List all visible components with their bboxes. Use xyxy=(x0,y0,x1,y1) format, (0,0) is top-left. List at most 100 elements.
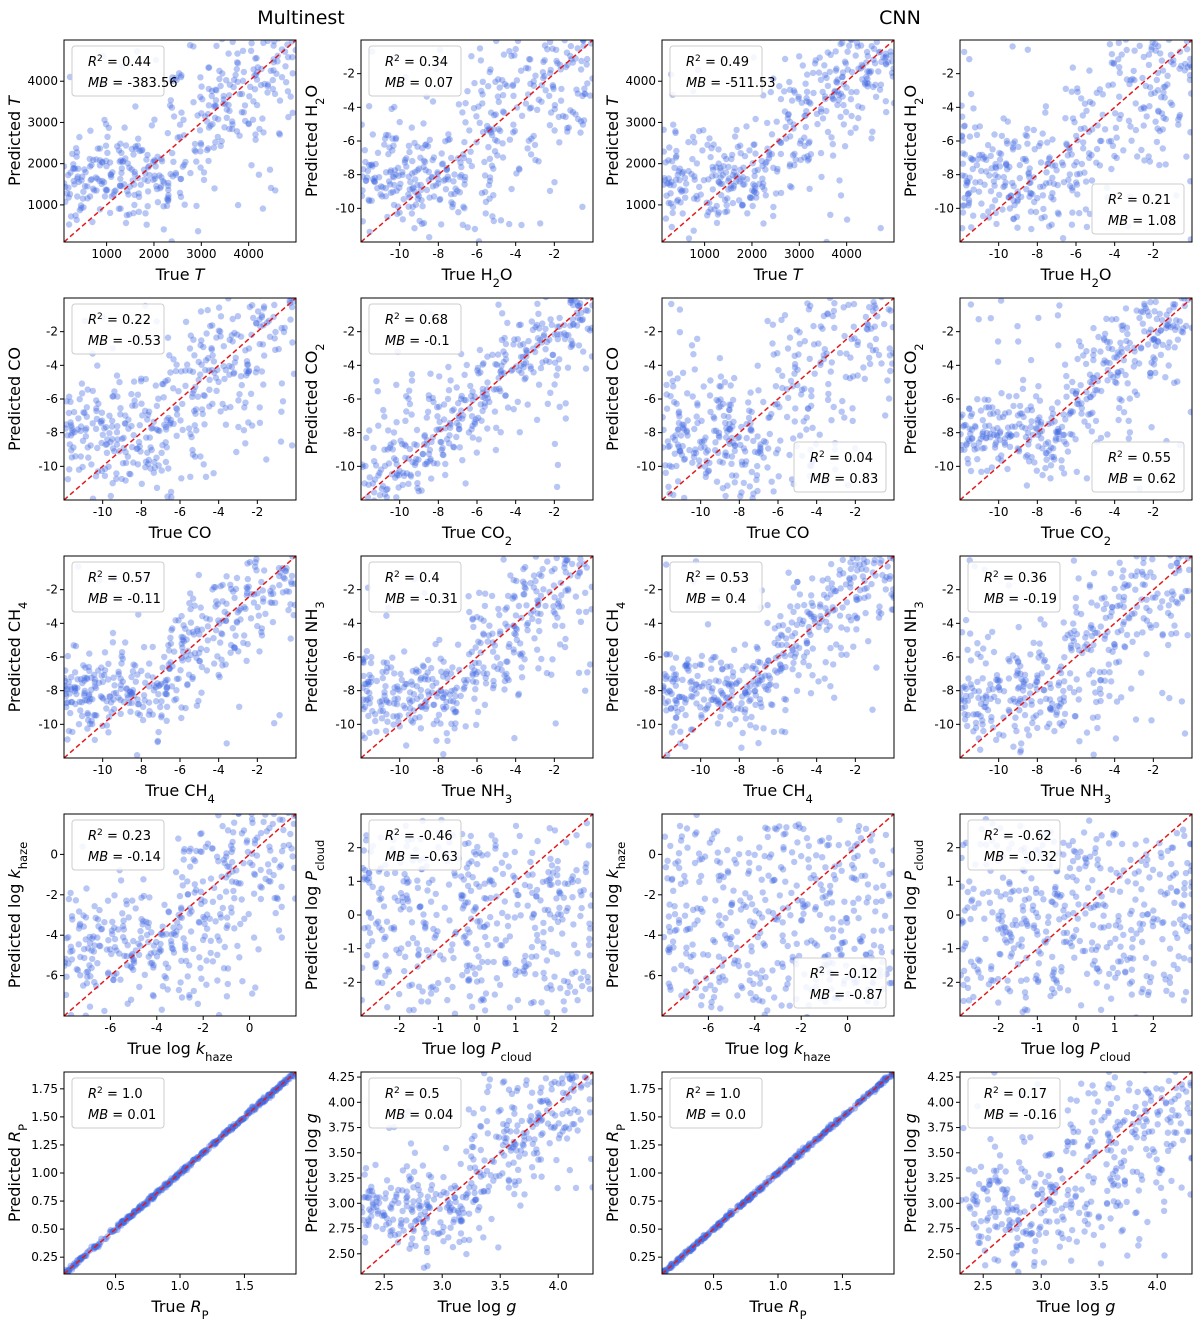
scatter-point xyxy=(719,485,727,492)
scatter-point xyxy=(117,411,124,418)
scatter-point xyxy=(461,176,468,184)
scatter-point xyxy=(1145,312,1153,319)
scatter-point xyxy=(281,285,287,291)
scatter-point xyxy=(167,488,175,496)
scatter-point xyxy=(483,127,491,134)
scatter-point xyxy=(177,417,184,424)
scatter-point xyxy=(64,686,71,693)
scatter-point xyxy=(494,20,500,26)
mb-value: 0.62 xyxy=(1147,472,1176,487)
scatter-point xyxy=(145,683,153,690)
scatter-point xyxy=(1036,414,1043,421)
scatter-point xyxy=(133,445,140,452)
x-axis-label: True NH3 xyxy=(441,781,512,806)
scatter-point xyxy=(854,372,861,379)
scatter-point xyxy=(110,393,117,400)
scatter-point xyxy=(218,630,225,637)
scatter-point xyxy=(676,165,684,172)
scatter-point xyxy=(847,565,855,573)
scatter-point xyxy=(153,185,161,193)
scatter-point xyxy=(972,423,979,431)
scatter-point xyxy=(1050,180,1058,187)
scatter-point xyxy=(189,673,196,681)
scatter-point xyxy=(473,721,480,729)
scatter-point xyxy=(553,1,559,7)
scatter-point xyxy=(361,173,366,180)
scatter-point xyxy=(777,667,784,674)
scatter-point xyxy=(191,407,198,415)
scatter-point xyxy=(191,140,199,148)
scatter-point xyxy=(210,583,218,591)
scatter-point xyxy=(461,396,468,404)
scatter-point xyxy=(85,692,93,699)
scatter-point xyxy=(758,673,765,680)
scatter-point xyxy=(1163,321,1170,329)
scatter-point xyxy=(1055,428,1062,435)
scatter-point xyxy=(389,135,396,142)
scatter-point xyxy=(861,79,869,86)
scatter-point xyxy=(63,265,69,271)
scatter-point xyxy=(749,678,757,685)
scatter-point xyxy=(772,682,780,689)
scatter-point xyxy=(1069,431,1076,438)
scatter-point xyxy=(79,437,87,444)
scatter-point xyxy=(178,714,185,722)
scatter-point xyxy=(756,448,764,455)
scatter-point xyxy=(821,62,828,69)
scatter-point xyxy=(371,476,379,483)
scatter-point xyxy=(734,705,741,712)
scatter-point xyxy=(1040,183,1047,190)
scatter-points xyxy=(662,298,894,500)
scatter-point xyxy=(1024,452,1031,459)
scatter-point xyxy=(1019,155,1027,163)
scatter-point xyxy=(376,510,382,516)
scatter-point xyxy=(581,287,587,293)
scatter-point xyxy=(552,622,559,629)
scatter-point xyxy=(222,617,230,625)
scatter-point xyxy=(539,359,546,366)
scatter-point xyxy=(512,625,519,632)
scatter-point xyxy=(362,654,369,661)
scatter-point xyxy=(828,134,835,141)
scatter-point xyxy=(122,420,129,427)
scatter-point xyxy=(67,398,74,405)
scatter-point xyxy=(1046,179,1053,186)
scatter-point xyxy=(1164,81,1171,88)
scatter-point xyxy=(724,482,731,489)
scatter-point xyxy=(107,171,114,178)
scatter-point xyxy=(118,149,125,157)
scatter-point xyxy=(396,712,403,719)
scatter-point xyxy=(364,695,371,703)
scatter-point xyxy=(440,451,447,459)
scatter-point xyxy=(1082,206,1090,213)
scatter-point xyxy=(828,93,836,100)
scatter-point xyxy=(137,181,144,188)
scatter-point xyxy=(824,49,831,56)
scatter-point xyxy=(662,444,667,451)
scatter-point xyxy=(144,203,151,210)
scatter-point xyxy=(1063,393,1070,400)
scatter-point xyxy=(143,221,150,228)
scatter-point xyxy=(737,705,745,713)
scatter-point xyxy=(867,68,875,75)
scatter-point xyxy=(155,427,162,434)
scatter-point xyxy=(969,435,976,443)
scatter-point xyxy=(265,222,271,228)
scatter-point xyxy=(708,696,715,704)
scatter-point xyxy=(1064,152,1072,159)
scatter-point xyxy=(269,85,277,93)
scatter-point xyxy=(279,589,287,596)
scatter-point xyxy=(1148,43,1155,50)
scatter-point xyxy=(248,40,255,47)
x-tick-label: -8 xyxy=(432,763,444,777)
scatter-point xyxy=(118,660,125,667)
scatter-point xyxy=(253,320,260,327)
scatter-point xyxy=(698,439,706,446)
scatter-point xyxy=(758,676,766,683)
x-axis-label: True CO2 xyxy=(1040,523,1111,548)
scatter-point xyxy=(690,450,698,457)
scatter-point xyxy=(738,489,745,496)
scatter-point xyxy=(391,670,398,677)
scatter-point xyxy=(105,729,112,736)
scatter-point xyxy=(1108,50,1116,58)
